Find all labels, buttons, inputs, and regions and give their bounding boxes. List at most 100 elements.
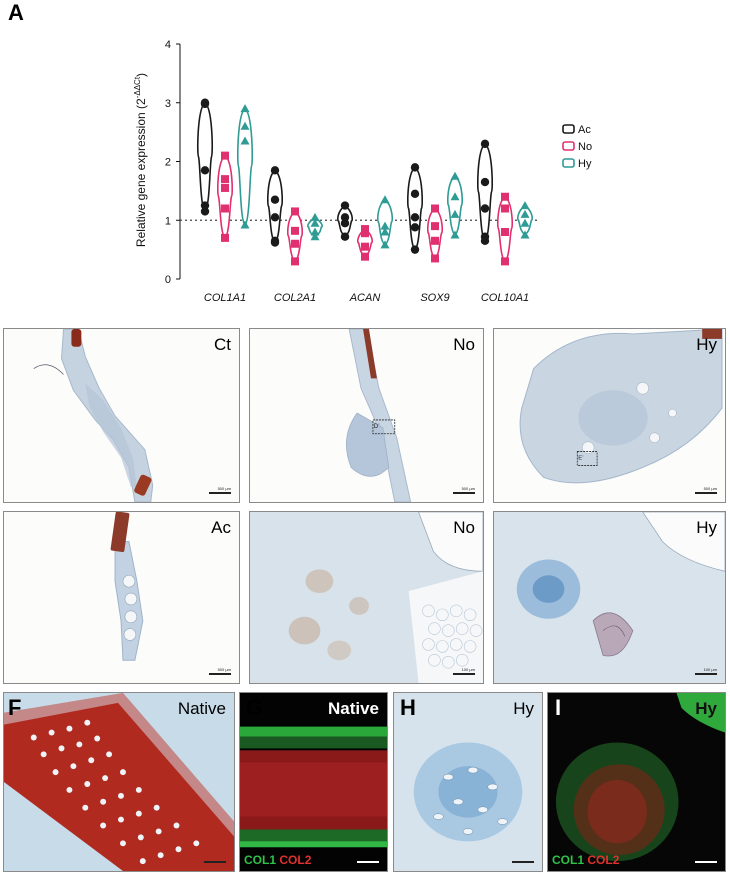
data-point: [410, 163, 420, 172]
histology-image-c: [4, 512, 239, 683]
x-category-label: COL10A1: [481, 292, 529, 304]
panel-label-h: H: [400, 695, 416, 720]
stain-col2-label: COL2: [587, 853, 620, 867]
data-point: [380, 227, 390, 236]
violin-ac: [267, 169, 283, 244]
data-point: [410, 213, 420, 222]
legend-swatch-no: [562, 141, 575, 151]
data-point: [380, 195, 390, 204]
data-point: [410, 189, 420, 199]
scale-label-e: 500 µm: [703, 486, 717, 491]
data-point: [240, 220, 250, 229]
tile-tag-e-prime: Hy: [696, 518, 717, 537]
scale-bar-f: [204, 861, 226, 863]
data-point: [520, 209, 530, 218]
data-point: [310, 218, 320, 227]
tile-tag-c: Ac: [211, 518, 231, 537]
scale-bar-d-prime: [453, 673, 475, 675]
tile-tag-e: Hy: [696, 335, 717, 354]
histology-tile-c: Ac 500 µm: [3, 511, 240, 684]
histology-tile-e-prime: Hy 100 µm: [493, 511, 726, 684]
fluorescence-tile-g: Native COL1 COL2: [239, 692, 388, 872]
data-point: [501, 228, 509, 236]
scale-bar-i: [695, 861, 717, 863]
y-tick-label: 1: [165, 215, 171, 227]
histology-tile-b: Ct 500 µm: [3, 328, 240, 503]
violin-ac: [477, 142, 493, 242]
y-tick-label: 4: [165, 39, 171, 51]
panel-label-i: I: [555, 695, 562, 720]
y-tick-label: 2: [165, 157, 171, 169]
tile-tag-d-prime: No: [453, 518, 475, 537]
fluorescence-image-g: [240, 693, 387, 871]
data-point: [450, 230, 460, 239]
x-category-label: SOX9: [420, 292, 449, 304]
y-tick-label: 0: [165, 274, 171, 286]
data-point: [431, 204, 439, 213]
scale-label-e-prime: 100 µm: [703, 667, 717, 672]
y-axis-label: Relative gene expression (2-ΔΔCt): [133, 73, 148, 247]
data-point: [480, 139, 490, 149]
data-point: [480, 204, 490, 213]
data-point: [410, 245, 420, 254]
histology-image-e-prime: [494, 512, 725, 683]
scale-bar-e-prime: [695, 673, 717, 675]
data-point: [410, 223, 420, 232]
panel-label-a: A: [8, 0, 24, 25]
data-point: [480, 236, 490, 246]
histology-image-f: [4, 693, 234, 871]
scale-bar-d: [453, 492, 475, 494]
data-point: [240, 104, 250, 113]
histology-image-d: D’: [250, 329, 483, 502]
data-point: [450, 192, 460, 201]
legend-label-hy: Hy: [578, 158, 592, 170]
y-tick-label: 3: [165, 98, 171, 110]
data-point: [361, 242, 369, 251]
data-point: [450, 209, 460, 218]
violin-hy: [447, 175, 463, 236]
data-point: [431, 236, 439, 245]
data-point: [431, 254, 439, 263]
svg-text:D’: D’: [374, 424, 380, 430]
stain-legend-i: COL1 COL2: [552, 853, 619, 867]
data-point: [340, 213, 350, 222]
tile-tag-g: Native: [327, 699, 379, 718]
data-point: [520, 230, 530, 239]
legend-swatch-ac: [562, 124, 575, 134]
histology-image-h: [394, 693, 542, 871]
data-point: [291, 239, 299, 248]
tile-tag-b: Ct: [214, 335, 231, 354]
scale-bar-e: [695, 492, 717, 494]
panel-label-g: G: [246, 695, 264, 720]
data-point: [480, 177, 490, 187]
data-point: [200, 166, 210, 175]
histology-image-e: E’: [494, 329, 725, 502]
data-point: [270, 166, 280, 175]
fluorescence-tile-i: Hy COL1 COL2: [547, 692, 726, 872]
legend-label-ac: Ac: [578, 124, 591, 136]
stain-col1-label: COL1: [244, 853, 277, 867]
legend-swatch-hy: [562, 158, 575, 168]
data-point: [221, 183, 229, 192]
scale-label-c: 500 µm: [217, 667, 231, 672]
histology-tile-h: Hy: [393, 692, 543, 872]
x-category-label: COL1A1: [204, 292, 246, 304]
data-point: [361, 229, 369, 238]
tile-tag-i: Hy: [695, 699, 717, 718]
data-point: [380, 240, 390, 249]
data-point: [520, 201, 530, 210]
data-point: [340, 201, 350, 210]
tile-tag-h: Hy: [513, 699, 534, 718]
violin-ac: [197, 101, 213, 213]
legend-label-no: No: [578, 141, 592, 153]
stain-legend-g: COL1 COL2: [244, 853, 311, 867]
data-point: [340, 232, 350, 241]
scale-label-b: 500 µm: [217, 486, 231, 491]
data-point: [270, 195, 280, 204]
panel-label-f: F: [8, 695, 22, 720]
data-point: [221, 175, 229, 184]
scale-bar-g: [357, 861, 379, 863]
violin-no: [217, 154, 233, 239]
violin-no: [427, 207, 443, 260]
data-point: [310, 227, 320, 236]
